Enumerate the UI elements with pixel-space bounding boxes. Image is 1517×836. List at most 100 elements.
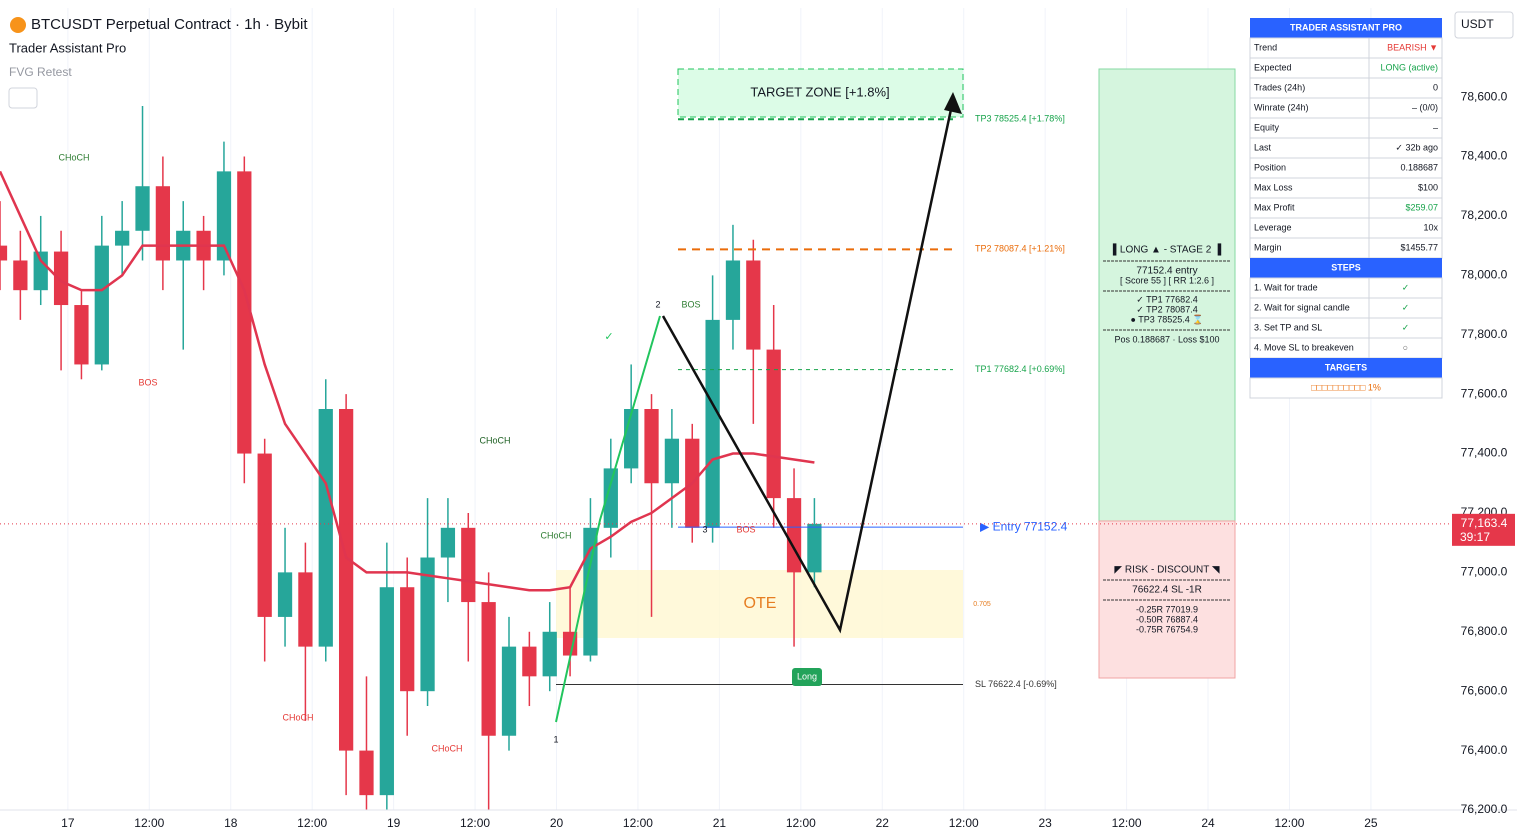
y-tick-label: 77,800.0 xyxy=(1461,327,1508,341)
level-label: ▶ Entry 77152.4 xyxy=(980,519,1068,533)
y-tick-label: 76,400.0 xyxy=(1461,743,1508,757)
wave-2: 2 xyxy=(655,299,660,309)
row-label: Trades (24h) xyxy=(1254,82,1305,92)
collapse-button[interactable] xyxy=(8,87,38,109)
candle-body xyxy=(74,305,89,365)
row-label: Leverage xyxy=(1254,222,1292,232)
candle-body xyxy=(440,527,456,558)
row-value: 0 xyxy=(1433,82,1438,92)
x-tick-label: 12:00 xyxy=(1274,816,1304,830)
candle-body xyxy=(13,260,28,291)
x-tick-label: 12:00 xyxy=(623,816,653,830)
arrow-head xyxy=(944,92,962,114)
x-tick-label: 12:00 xyxy=(460,816,490,830)
candle-body xyxy=(237,171,252,454)
row-value: – (0/0) xyxy=(1412,102,1438,112)
step-status: ✓ xyxy=(1402,282,1410,292)
ote-zone xyxy=(556,570,963,638)
y-tick-label: 77,600.0 xyxy=(1461,386,1508,400)
trade-boxes: ▌LONG ▲ - STAGE 2 ▐ 77152.4 entry[ Score … xyxy=(1103,243,1231,634)
x-tick-label: 12:00 xyxy=(949,816,979,830)
panel-row xyxy=(1249,377,1443,399)
x-tick-label: 24 xyxy=(1201,816,1215,830)
choch-label: CHoCH xyxy=(58,152,89,162)
candle-body xyxy=(786,498,802,573)
x-tick-label: 19 xyxy=(387,816,401,830)
row-label: Last xyxy=(1254,142,1272,152)
y-tick-label: 78,200.0 xyxy=(1461,208,1508,222)
candle-body xyxy=(664,438,680,484)
candle-body xyxy=(603,468,618,528)
candle-body xyxy=(461,527,476,603)
price-axis xyxy=(1451,0,1517,836)
candle-body xyxy=(155,186,171,261)
long-box-line: 77152.4 entry xyxy=(1136,266,1197,277)
y-tick-label: 78,400.0 xyxy=(1461,149,1508,163)
fib-label: 0.705 xyxy=(973,601,991,608)
candle-body xyxy=(522,646,537,677)
y-tick-label: 76,800.0 xyxy=(1461,624,1508,638)
row-value: LONG (active) xyxy=(1380,62,1438,72)
x-tick-label: 23 xyxy=(1038,816,1052,830)
coin-icon xyxy=(10,17,26,33)
risk-box-line: -0.25R 77019.9 xyxy=(1136,604,1198,614)
reward-box xyxy=(1098,68,1236,522)
candle-body xyxy=(0,245,8,261)
risk-box-line: 76622.4 SL -1R xyxy=(1132,585,1202,596)
candle-body xyxy=(338,409,354,751)
indicator-name: FVG Retest xyxy=(9,65,72,79)
candle-body xyxy=(644,409,659,484)
row-label: Expected xyxy=(1254,62,1292,72)
wave-1: 1 xyxy=(553,734,558,744)
bos-label: BOS xyxy=(736,524,755,534)
step-status: ○ xyxy=(1403,342,1408,352)
candle-body xyxy=(400,587,415,692)
step-label: 4. Move SL to breakeven xyxy=(1254,342,1354,352)
candle-body xyxy=(379,587,394,796)
level-label: TP1 77682.4 [+0.69%] xyxy=(975,364,1065,374)
candle-body xyxy=(94,245,109,365)
x-tick-label: 20 xyxy=(550,816,564,830)
last-price: 77,163.4 xyxy=(1461,516,1508,530)
candle-body xyxy=(624,409,639,469)
long-label: Long xyxy=(797,671,817,681)
target-zone xyxy=(677,68,964,118)
panel-header-text: TARGETS xyxy=(1325,362,1367,372)
long-box-line: Pos 0.188687 · Loss $100 xyxy=(1114,334,1219,344)
choch-label: CHoCH xyxy=(479,435,510,445)
candle-body xyxy=(746,260,761,350)
candle-body xyxy=(583,527,598,656)
y-tick-label: 78,600.0 xyxy=(1461,89,1508,103)
candle-body xyxy=(725,260,741,320)
panel-header xyxy=(1250,258,1442,278)
moving-average xyxy=(0,170,815,592)
y-tick-label: 77,400.0 xyxy=(1461,446,1508,460)
panel-header-text: STEPS xyxy=(1331,262,1361,272)
row-value: ✓ 32b ago xyxy=(1395,142,1438,152)
target-label: TARGET ZONE [+1.8%] xyxy=(750,84,889,99)
x-tick-label: 12:00 xyxy=(786,816,816,830)
x-tick-label: 12:00 xyxy=(134,816,164,830)
risk-box-line: -0.50R 76887.4 xyxy=(1136,614,1198,624)
currency: USDT xyxy=(1461,17,1494,31)
long-box-line: ✓ TP2 78087.4 xyxy=(1136,304,1197,314)
countdown: 39:17 xyxy=(1460,530,1490,544)
subtitle: Trader Assistant Pro xyxy=(9,40,126,55)
row-value: 0.188687 xyxy=(1400,162,1438,172)
step-label: 1. Wait for trade xyxy=(1254,282,1318,292)
candle-body xyxy=(542,631,557,677)
long-box-line: ✓ TP1 77682.4 xyxy=(1136,294,1197,304)
risk-box-line: -0.75R 76754.9 xyxy=(1136,624,1198,634)
x-tick-label: 22 xyxy=(876,816,890,830)
level-label: TP2 78087.4 [+1.21%] xyxy=(975,244,1065,254)
check: ✓ xyxy=(604,331,613,343)
bos-label: BOS xyxy=(138,377,157,387)
long-badge xyxy=(792,668,822,686)
row-value: $100 xyxy=(1418,182,1438,192)
candle-body xyxy=(705,319,720,528)
level-label: TP3 78525.4 [+1.78%] xyxy=(975,114,1065,124)
row-label: Trend xyxy=(1254,42,1277,52)
panel-header xyxy=(1250,358,1442,378)
currency-select[interactable] xyxy=(1454,11,1514,39)
